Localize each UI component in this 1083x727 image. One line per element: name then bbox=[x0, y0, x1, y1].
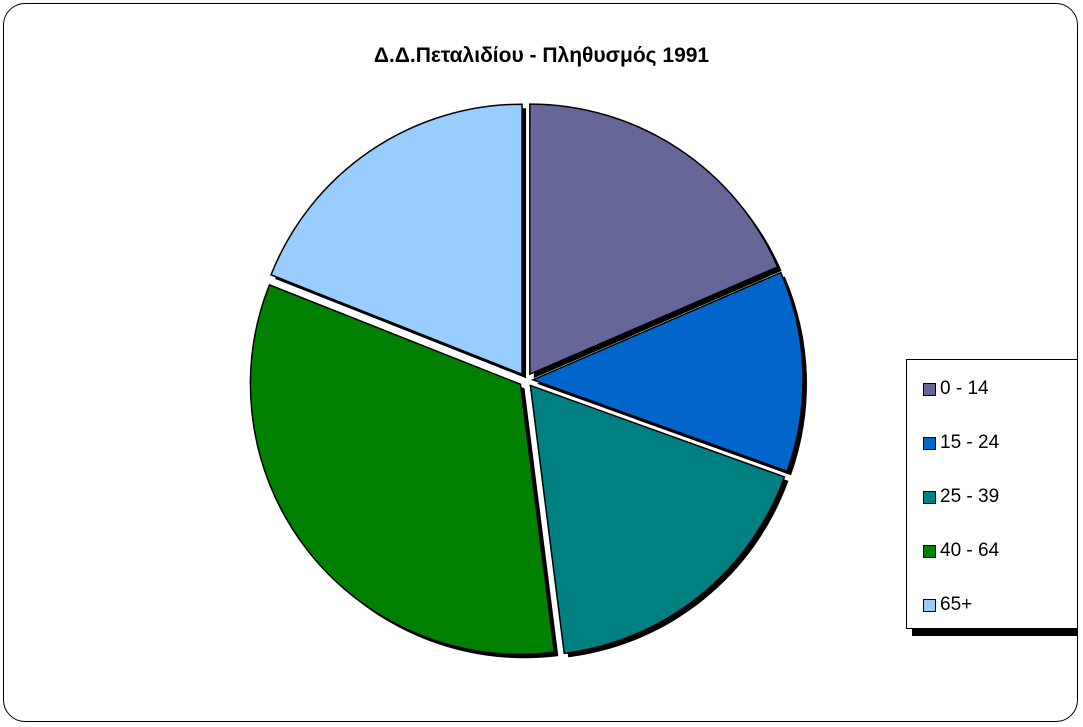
legend-label: 25 - 39 bbox=[940, 486, 1000, 507]
legend-label: 65+ bbox=[940, 594, 973, 615]
legend-swatch bbox=[923, 436, 936, 450]
legend-label: 15 - 24 bbox=[940, 432, 1000, 453]
legend-item: 65+ bbox=[923, 593, 972, 617]
pie-slice-0-14 bbox=[529, 103, 779, 376]
pie-slice-40-64 bbox=[249, 283, 556, 655]
legend-swatch bbox=[923, 598, 936, 612]
pie-slice-25-39 bbox=[529, 384, 786, 655]
pie-chart bbox=[249, 103, 807, 659]
legend-item: 25 - 39 bbox=[923, 485, 999, 509]
legend-swatch bbox=[923, 544, 936, 558]
legend-swatch bbox=[923, 382, 936, 396]
chart-frame: Δ.Δ.Πεταλιδίου - Πληθυσμός 1991 0 - 14 15… bbox=[3, 3, 1078, 722]
legend-item: 40 - 64 bbox=[923, 539, 999, 563]
pie-slice-65 bbox=[270, 103, 523, 376]
pie-slice-15-24 bbox=[530, 271, 804, 473]
legend-label: 0 - 14 bbox=[940, 378, 989, 399]
legend-item: 15 - 24 bbox=[923, 431, 999, 455]
legend-swatch bbox=[923, 490, 936, 504]
legend-item: 0 - 14 bbox=[923, 377, 989, 401]
legend-label: 40 - 64 bbox=[940, 540, 1000, 561]
chart-title: Δ.Δ.Πεταλιδίου - Πληθυσμός 1991 bbox=[373, 44, 710, 67]
legend: 0 - 14 15 - 24 25 - 39 40 - 64 65+ bbox=[906, 359, 1077, 629]
